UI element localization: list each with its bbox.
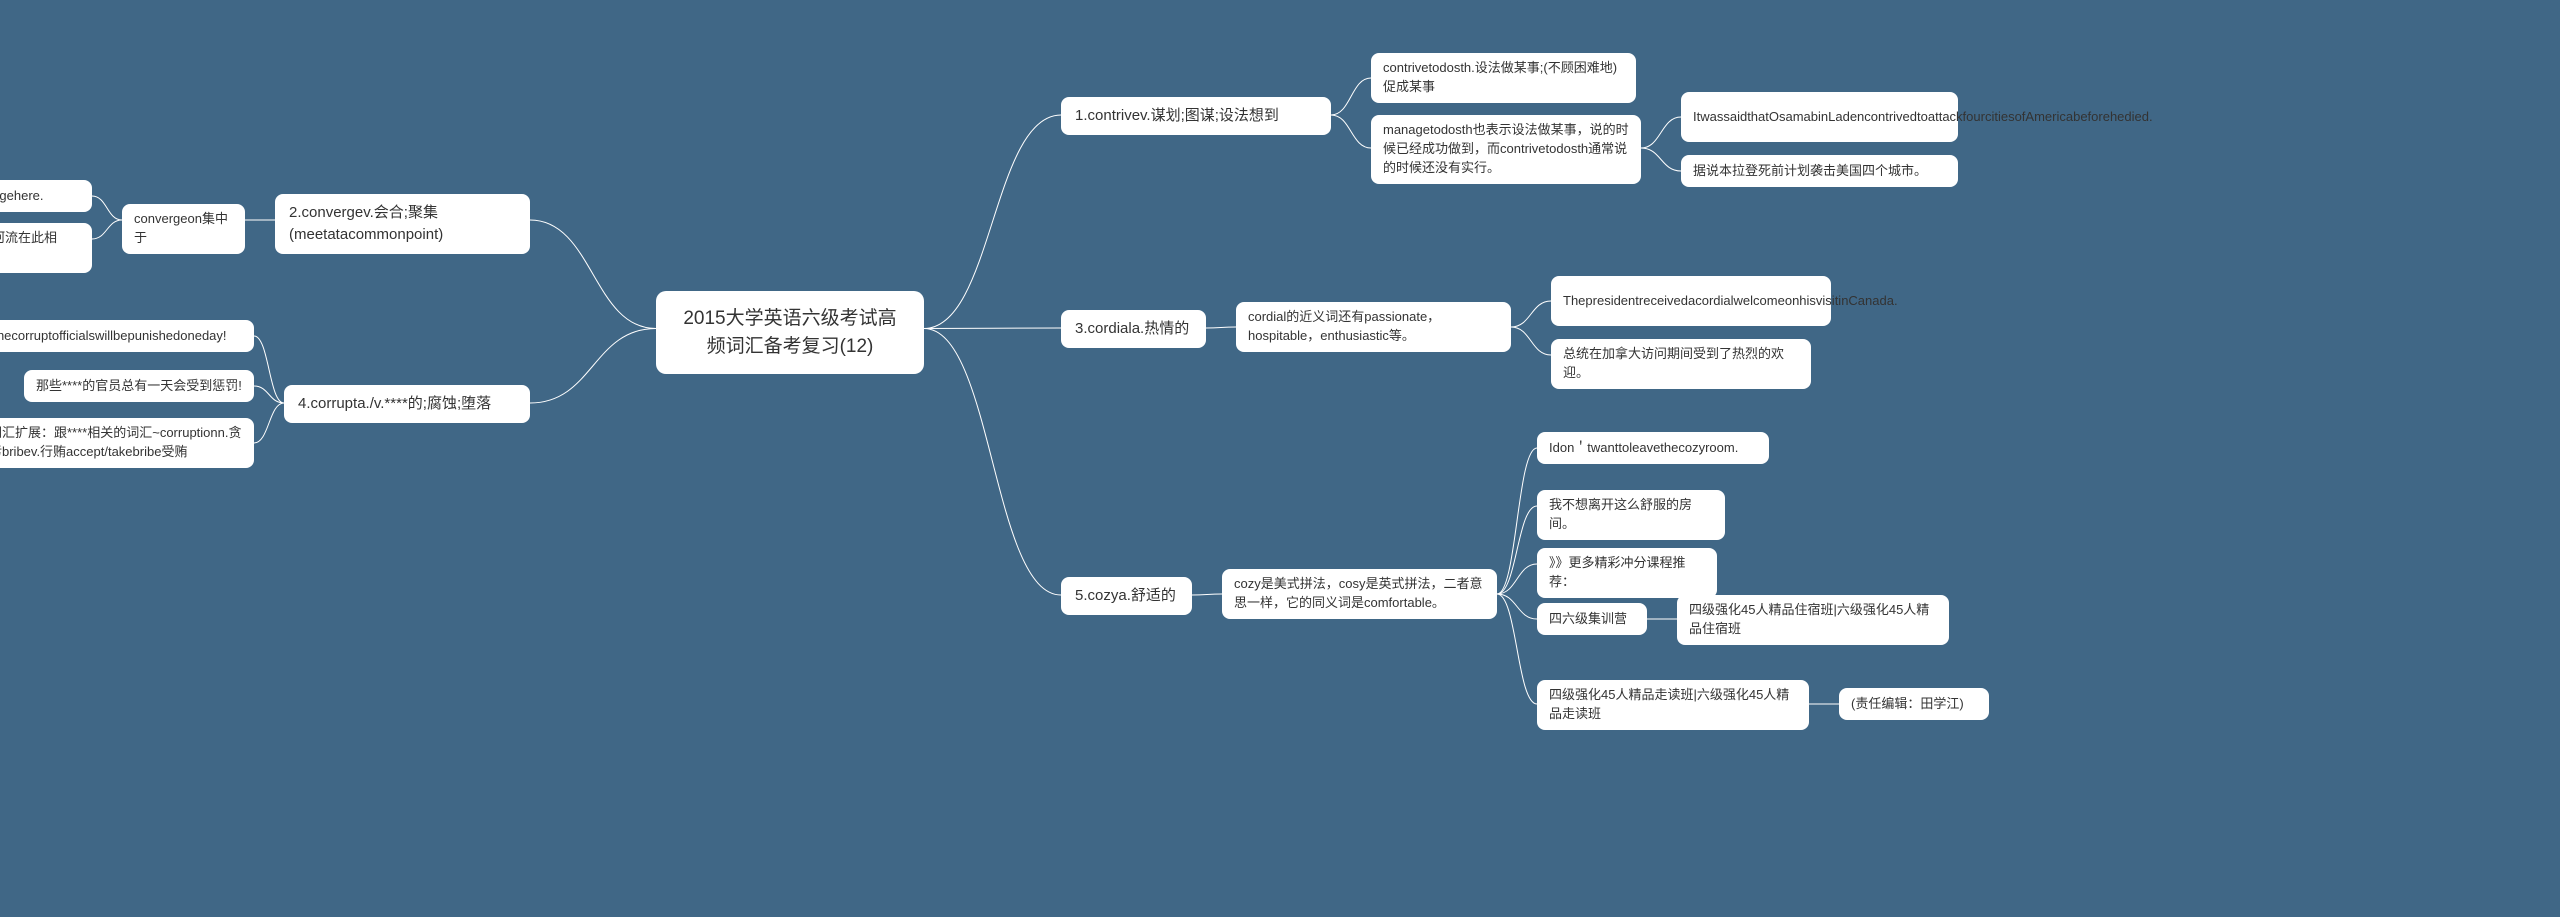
node-label: 词汇扩展：跟****相关的词汇~corruptionn.贪污bribev.行贿a… bbox=[0, 424, 242, 462]
mindmap-node[interactable]: 总统在加拿大访问期间受到了热烈的欢迎。 bbox=[1551, 339, 1811, 389]
node-label: Idon＇twanttoleavethecozyroom. bbox=[1549, 439, 1757, 458]
mindmap-node[interactable]: 那些****的官员总有一天会受到惩罚! bbox=[24, 370, 254, 402]
mindmap-edges bbox=[0, 0, 2560, 917]
mindmap-node[interactable]: contrivetodosth.设法做某事;(不顾困难地)促成某事 bbox=[1371, 53, 1636, 103]
node-label: 3.cordiala.热情的 bbox=[1075, 318, 1192, 340]
node-label: 5.cozya.舒适的 bbox=[1075, 585, 1178, 607]
mindmap-node[interactable]: Thepresidentreceivedacordialwelcomeonhis… bbox=[1551, 276, 1831, 326]
mindmap-node[interactable]: cozy是美式拼法，cosy是英式拼法，二者意思一样，它的同义词是comfort… bbox=[1222, 569, 1497, 619]
node-label: 据说本拉登死前计划袭击美国四个城市。 bbox=[1693, 162, 1946, 181]
node-label: convergeon集中于 bbox=[134, 210, 233, 248]
mindmap-node[interactable]: 四级强化45人精品走读班|六级强化45人精品走读班 bbox=[1537, 680, 1809, 730]
node-label: managetodosth也表示设法做某事，说的时候已经成功做到，而contri… bbox=[1383, 121, 1629, 178]
mindmap-node[interactable]: Thetworiversconvergehere. bbox=[0, 180, 92, 212]
mindmap-node[interactable]: (责任编辑：田学江) bbox=[1839, 688, 1989, 720]
node-label: ItwassaidthatOsamabinLadencontrivedtoatt… bbox=[1693, 108, 1946, 127]
node-label: 四六级集训营 bbox=[1549, 610, 1635, 629]
node-label: 四级强化45人精品走读班|六级强化45人精品走读班 bbox=[1549, 686, 1797, 724]
node-label: cozy是美式拼法，cosy是英式拼法，二者意思一样，它的同义词是comfort… bbox=[1234, 575, 1485, 613]
mindmap-node[interactable]: 5.cozya.舒适的 bbox=[1061, 577, 1192, 615]
node-label: Thepresidentreceivedacordialwelcomeonhis… bbox=[1563, 292, 1819, 311]
node-label: 两条河流在此相交。 bbox=[0, 229, 80, 267]
mindmap-node[interactable]: managetodosth也表示设法做某事，说的时候已经成功做到，而contri… bbox=[1371, 115, 1641, 184]
node-label: 4.corrupta./v.****的;腐蚀;堕落 bbox=[298, 393, 516, 415]
mindmap-node[interactable]: 2.convergev.会合;聚集(meetatacommonpoint) bbox=[275, 194, 530, 254]
node-label: Thetworiversconvergehere. bbox=[0, 187, 80, 206]
node-label: 我不想离开这么舒服的房间。 bbox=[1549, 496, 1713, 534]
mindmap-node[interactable]: cordial的近义词还有passionate，hospitable，enthu… bbox=[1236, 302, 1511, 352]
node-label: contrivetodosth.设法做某事;(不顾困难地)促成某事 bbox=[1383, 59, 1624, 97]
mindmap-node[interactable]: Thecorruptofficialswillbepunishedoneday! bbox=[0, 320, 254, 352]
mindmap-node[interactable]: 据说本拉登死前计划袭击美国四个城市。 bbox=[1681, 155, 1958, 187]
mindmap-node[interactable]: 词汇扩展：跟****相关的词汇~corruptionn.贪污bribev.行贿a… bbox=[0, 418, 254, 468]
mindmap-root[interactable]: 2015大学英语六级考试高频词汇备考复习(12) bbox=[656, 291, 924, 374]
mindmap-node[interactable]: Idon＇twanttoleavethecozyroom. bbox=[1537, 432, 1769, 464]
node-label: 那些****的官员总有一天会受到惩罚! bbox=[36, 377, 242, 396]
node-label: 》》更多精彩冲分课程推荐： bbox=[1549, 554, 1705, 592]
node-label: 1.contrivev.谋划;图谋;设法想到 bbox=[1075, 105, 1317, 127]
node-label: 2.convergev.会合;聚集(meetatacommonpoint) bbox=[289, 202, 516, 246]
mindmap-node[interactable]: ItwassaidthatOsamabinLadencontrivedtoatt… bbox=[1681, 92, 1958, 142]
mindmap-node[interactable]: 我不想离开这么舒服的房间。 bbox=[1537, 490, 1725, 540]
node-label: 总统在加拿大访问期间受到了热烈的欢迎。 bbox=[1563, 345, 1799, 383]
mindmap-node[interactable]: 1.contrivev.谋划;图谋;设法想到 bbox=[1061, 97, 1331, 135]
node-label: (责任编辑：田学江) bbox=[1851, 695, 1977, 714]
mindmap-node[interactable]: 两条河流在此相交。 bbox=[0, 223, 92, 273]
mindmap-node[interactable]: 4.corrupta./v.****的;腐蚀;堕落 bbox=[284, 385, 530, 423]
mindmap-node[interactable]: convergeon集中于 bbox=[122, 204, 245, 254]
node-label: 2015大学英语六级考试高频词汇备考复习(12) bbox=[674, 305, 906, 360]
mindmap-node[interactable]: 3.cordiala.热情的 bbox=[1061, 310, 1206, 348]
node-label: cordial的近义词还有passionate，hospitable，enthu… bbox=[1248, 308, 1499, 346]
mindmap-node[interactable]: 》》更多精彩冲分课程推荐： bbox=[1537, 548, 1717, 598]
mindmap-node[interactable]: 四六级集训营 bbox=[1537, 603, 1647, 635]
mindmap-node[interactable]: 四级强化45人精品住宿班|六级强化45人精品住宿班 bbox=[1677, 595, 1949, 645]
node-label: Thecorruptofficialswillbepunishedoneday! bbox=[0, 327, 242, 346]
node-label: 四级强化45人精品住宿班|六级强化45人精品住宿班 bbox=[1689, 601, 1937, 639]
